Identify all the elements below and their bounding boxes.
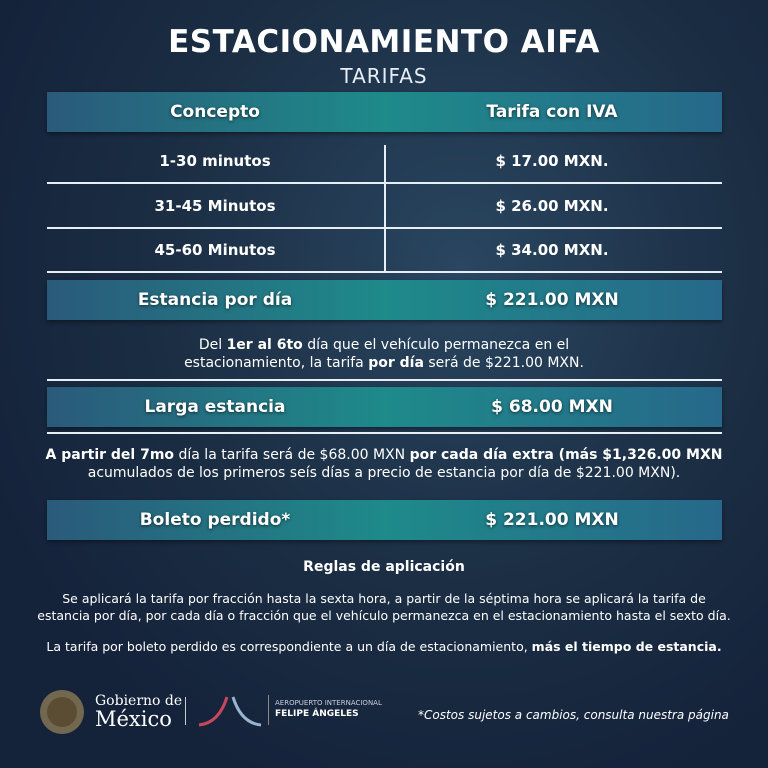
- estancia-price: $ 221.00 MXN: [485, 290, 619, 310]
- larga-price: $ 68.00 MXN: [491, 397, 613, 417]
- page-subtitle: TARIFAS: [340, 64, 428, 88]
- page-title: ESTACIONAMIENTO AIFA: [168, 24, 600, 60]
- table-row: 45-60 Minutos $ 34.00 MXN.: [47, 228, 722, 272]
- aifa-line2: FELIPE ÁNGELES: [275, 709, 359, 719]
- larga-band: Larga estancia $ 68.00 MXN: [47, 387, 722, 427]
- row-concepto: 1-30 minutos: [159, 152, 271, 170]
- boleto-price: $ 221.00 MXN: [485, 510, 619, 530]
- gob-line1: Gobierno de: [95, 693, 183, 709]
- larga-label: Larga estancia: [144, 397, 286, 417]
- header-concepto: Concepto: [170, 102, 260, 122]
- footer: Gobierno de México AEROPUERTO INTERNACIO…: [0, 685, 768, 745]
- reglas-p1: Se aplicará la tarifa por fracción hasta…: [37, 591, 731, 623]
- table-row: 1-30 minutos $ 17.00 MXN.: [47, 139, 722, 183]
- row-tarifa: $ 26.00 MXN.: [495, 197, 609, 215]
- divider: [47, 379, 722, 381]
- row-concepto: 45-60 Minutos: [154, 241, 276, 259]
- divider: [47, 271, 722, 273]
- estancia-band: Estancia por día $ 221.00 MXN: [47, 280, 722, 320]
- boleto-label: Boleto perdido*: [139, 510, 291, 530]
- gob-line2: México: [95, 707, 172, 731]
- boleto-band: Boleto perdido* $ 221.00 MXN: [47, 500, 722, 540]
- aifa-line1: AEROPUERTO INTERNACIONAL: [275, 699, 382, 707]
- aifa-logo-icon: [198, 696, 262, 727]
- reglas-p2: La tarifa por boleto perdido es correspo…: [46, 639, 722, 654]
- row-tarifa: $ 34.00 MXN.: [495, 241, 609, 259]
- mexico-seal-icon: [40, 690, 84, 734]
- divider: [47, 182, 722, 184]
- table-row: 31-45 Minutos $ 26.00 MXN.: [47, 184, 722, 228]
- footer-divider: [268, 695, 269, 725]
- disclaimer: *Costos sujetos a cambios, consulta nues…: [418, 708, 729, 722]
- table-header: Concepto Tarifa con IVA: [47, 92, 722, 132]
- footer-divider: [185, 697, 186, 725]
- estancia-label: Estancia por día: [137, 290, 293, 310]
- row-concepto: 31-45 Minutos: [154, 197, 276, 215]
- column-divider: [384, 145, 386, 273]
- divider: [47, 432, 722, 434]
- larga-note: A partir del 7mo día la tarifa será de $…: [45, 447, 723, 481]
- estancia-note: Del 1er al 6to día que el vehículo perma…: [184, 337, 584, 371]
- row-tarifa: $ 17.00 MXN.: [495, 152, 609, 170]
- reglas-title: Reglas de aplicación: [303, 559, 465, 575]
- header-tarifa: Tarifa con IVA: [486, 102, 618, 122]
- divider: [47, 227, 722, 229]
